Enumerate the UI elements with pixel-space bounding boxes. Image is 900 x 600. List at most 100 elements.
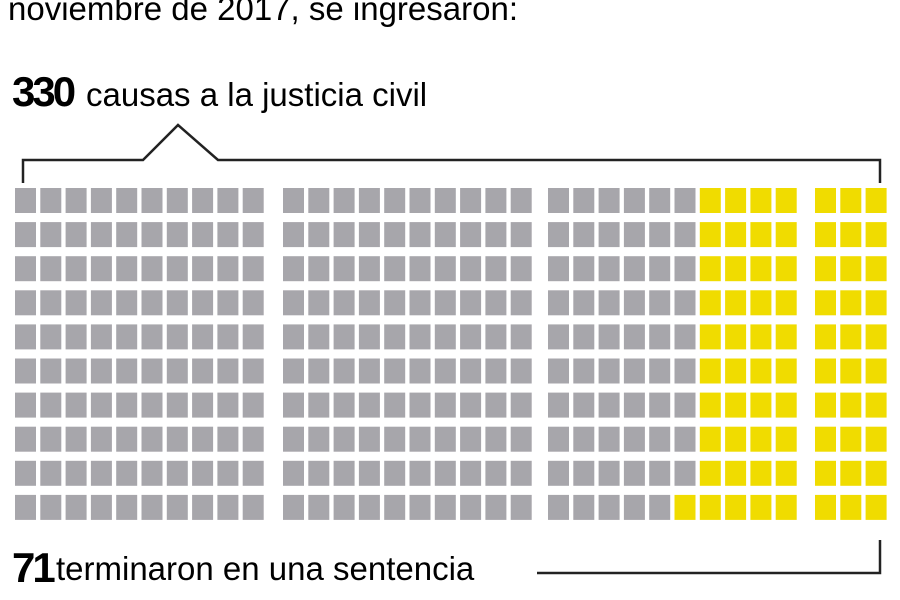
case-square bbox=[548, 392, 569, 418]
case-square bbox=[40, 426, 62, 452]
case-square bbox=[283, 426, 304, 452]
highlighted-square bbox=[865, 290, 887, 316]
case-square bbox=[192, 392, 214, 418]
case-square bbox=[15, 256, 36, 282]
case-square bbox=[674, 188, 696, 213]
case-square bbox=[333, 256, 355, 282]
highlighted-square bbox=[725, 358, 747, 384]
highlighted-square bbox=[699, 358, 721, 384]
case-square bbox=[192, 358, 214, 384]
case-square bbox=[217, 358, 239, 384]
highlighted-square bbox=[725, 256, 747, 282]
case-square bbox=[409, 460, 431, 486]
case-square bbox=[573, 460, 595, 486]
highlighted-square bbox=[815, 222, 836, 248]
highlighted-square bbox=[775, 392, 797, 418]
highlighted-square bbox=[815, 460, 836, 486]
case-square bbox=[141, 256, 163, 282]
case-square bbox=[460, 358, 482, 384]
case-square bbox=[548, 494, 569, 520]
case-square bbox=[573, 222, 595, 248]
case-square bbox=[460, 392, 482, 418]
highlighted-square bbox=[840, 392, 862, 418]
case-square bbox=[141, 188, 163, 213]
case-square bbox=[485, 256, 507, 282]
case-square bbox=[90, 392, 112, 418]
case-square bbox=[40, 460, 62, 486]
case-square bbox=[65, 392, 87, 418]
highlighted-square bbox=[699, 460, 721, 486]
case-square bbox=[623, 290, 645, 316]
case-square bbox=[15, 358, 36, 384]
highlighted-square bbox=[865, 460, 887, 486]
case-square bbox=[573, 392, 595, 418]
case-square bbox=[333, 426, 355, 452]
case-square bbox=[573, 188, 595, 213]
highlighted-square bbox=[775, 222, 797, 248]
case-square bbox=[90, 460, 112, 486]
highlighted-square bbox=[815, 392, 836, 418]
highlighted-square bbox=[840, 460, 862, 486]
case-square bbox=[434, 222, 456, 248]
case-square bbox=[409, 256, 431, 282]
highlighted-square bbox=[699, 188, 721, 213]
case-square bbox=[358, 256, 380, 282]
case-square bbox=[116, 358, 138, 384]
case-square bbox=[116, 290, 138, 316]
case-square bbox=[283, 494, 304, 520]
case-square bbox=[15, 290, 36, 316]
case-square bbox=[358, 358, 380, 384]
case-square bbox=[308, 358, 330, 384]
case-square bbox=[548, 290, 569, 316]
case-square bbox=[308, 188, 330, 213]
case-square bbox=[242, 188, 264, 213]
case-square bbox=[242, 460, 264, 486]
case-square bbox=[598, 426, 620, 452]
case-square bbox=[649, 324, 671, 350]
case-square bbox=[116, 460, 138, 486]
case-square bbox=[141, 426, 163, 452]
case-square bbox=[116, 324, 138, 350]
highlighted-square bbox=[840, 222, 862, 248]
case-square bbox=[409, 324, 431, 350]
highlighted-square bbox=[775, 494, 797, 520]
case-square bbox=[510, 494, 532, 520]
highlighted-label: terminaron en una sentencia bbox=[56, 550, 475, 587]
case-square bbox=[308, 460, 330, 486]
case-square bbox=[65, 188, 87, 213]
case-square bbox=[510, 392, 532, 418]
case-square bbox=[384, 426, 406, 452]
highlighted-square bbox=[865, 358, 887, 384]
case-square bbox=[65, 222, 87, 248]
highlighted-square bbox=[865, 256, 887, 282]
highlighted-square bbox=[815, 256, 836, 282]
case-square bbox=[434, 494, 456, 520]
case-square bbox=[485, 358, 507, 384]
case-square bbox=[623, 392, 645, 418]
case-square bbox=[485, 426, 507, 452]
highlighted-square bbox=[699, 222, 721, 248]
case-square bbox=[283, 256, 304, 282]
case-square bbox=[116, 426, 138, 452]
highlighted-square bbox=[750, 324, 772, 350]
case-square bbox=[90, 290, 112, 316]
case-square bbox=[217, 494, 239, 520]
case-square bbox=[90, 188, 112, 213]
case-square bbox=[623, 256, 645, 282]
case-square bbox=[333, 460, 355, 486]
case-square bbox=[217, 392, 239, 418]
case-square bbox=[598, 290, 620, 316]
case-square bbox=[623, 324, 645, 350]
case-square bbox=[283, 222, 304, 248]
case-square bbox=[384, 460, 406, 486]
highlighted-square bbox=[750, 460, 772, 486]
case-square bbox=[333, 392, 355, 418]
case-square bbox=[548, 426, 569, 452]
case-square bbox=[283, 188, 304, 213]
highlighted-square bbox=[725, 460, 747, 486]
case-square bbox=[308, 290, 330, 316]
case-square bbox=[166, 222, 188, 248]
highlighted-square bbox=[725, 290, 747, 316]
case-square bbox=[192, 324, 214, 350]
case-square bbox=[40, 256, 62, 282]
